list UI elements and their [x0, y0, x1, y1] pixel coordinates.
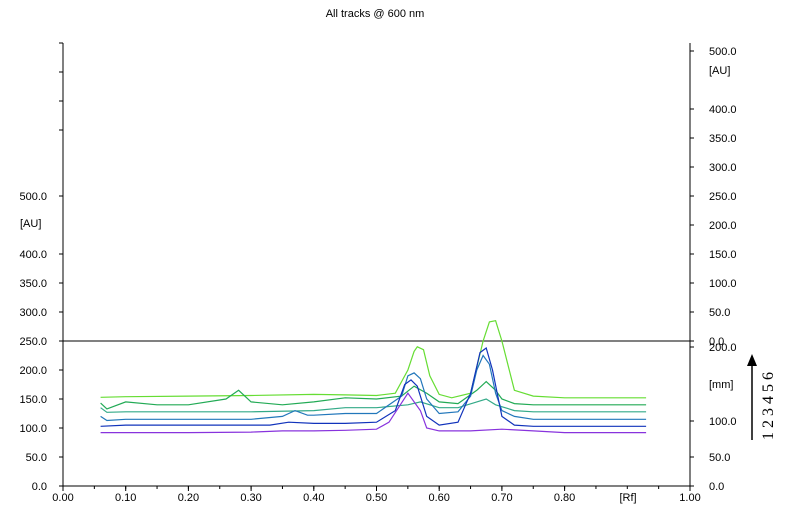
right-top-axis-ticks: 0.0 50.0 100.0 150.0 200.0 250.0 300.0 350.0 400… [690, 46, 737, 348]
x-axis-label: [Rf] [619, 492, 636, 504]
chart-title: All tracks @ 600 nm [326, 8, 425, 20]
left-tick-label: 300.0 [19, 307, 47, 319]
right-top-tick-label: 250.0 [709, 191, 737, 203]
x-tick-label: 0.60 [428, 492, 449, 504]
left-axis-ticks: 0.0 50.0 100.0 150.0 200.0 250.0 300.0 350.0 400… [19, 42, 63, 493]
left-tick-label: 250.0 [19, 336, 47, 348]
right-bottom-tick-label: 50.0 [709, 452, 730, 464]
x-tick-label: 0.50 [366, 492, 387, 504]
x-tick-label: 1.00 [679, 492, 700, 504]
right-bottom-tick-label: 200.0 [709, 342, 737, 354]
right-bottom-axis-ticks: 0.0 50.0 100.0 200.0 [690, 342, 737, 493]
left-tick-label: 500.0 [19, 191, 47, 203]
left-tick-label: 0.0 [32, 481, 47, 493]
left-tick-label: 200.0 [19, 365, 47, 377]
x-tick-label: 0.80 [554, 492, 575, 504]
right-bottom-tick-label: 100.0 [709, 416, 737, 428]
left-tick-label: 150.0 [19, 394, 47, 406]
right-top-tick-label: 100.0 [709, 278, 737, 290]
x-tick-label: 0.20 [178, 492, 199, 504]
series-group [100, 320, 647, 434]
left-tick-label: 100.0 [19, 423, 47, 435]
series-line-5 [100, 347, 647, 427]
left-axis-unit: [AU] [20, 218, 41, 230]
right-top-tick-label: 300.0 [709, 162, 737, 174]
right-top-tick-label: 400.0 [709, 104, 737, 116]
series-line-1 [100, 320, 647, 399]
left-tick-label: 350.0 [19, 278, 47, 290]
left-tick-label: 50.0 [26, 452, 47, 464]
track-arrow-head [747, 354, 757, 366]
series-line-4 [100, 354, 647, 422]
right-top-tick-label: 0.0 [709, 336, 724, 348]
x-tick-label: 0.30 [240, 492, 261, 504]
series-line-3 [100, 398, 647, 413]
right-top-tick-label: 150.0 [709, 249, 737, 261]
right-top-tick-label: 50.0 [709, 307, 730, 319]
track-numbers: 1 2 3 4 5 6 [760, 372, 777, 440]
x-tick-label: 0.40 [303, 492, 324, 504]
x-tick-label: 0.70 [491, 492, 512, 504]
right-top-axis-unit: [AU] [709, 65, 730, 77]
right-top-tick-label: 350.0 [709, 133, 737, 145]
right-bottom-tick-label: 0.0 [709, 481, 724, 493]
x-tick-label: 0.10 [115, 492, 136, 504]
right-bottom-axis-unit: [mm] [709, 379, 733, 391]
left-tick-label: 400.0 [19, 249, 47, 261]
right-top-tick-label: 500.0 [709, 46, 737, 58]
x-tick-label: 0.00 [52, 492, 73, 504]
x-axis-ticks: 0.00 0.10 0.20 0.30 0.40 0.50 0.60 0.70 0.80 1.00 [52, 486, 701, 504]
right-top-tick-label: 200.0 [709, 220, 737, 232]
series-line-6 [100, 392, 647, 434]
